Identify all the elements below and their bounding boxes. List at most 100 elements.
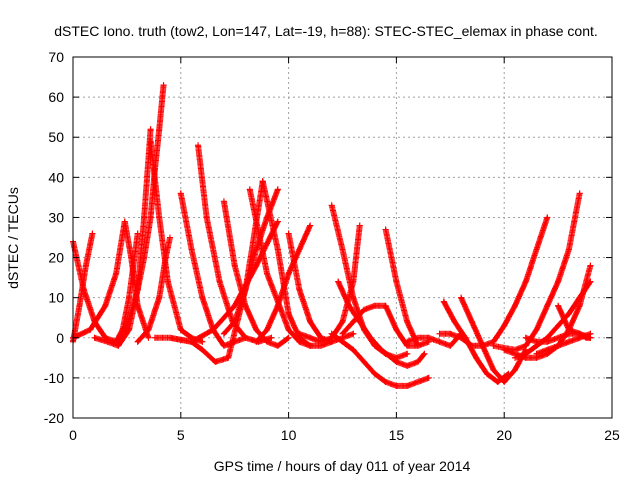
x-tick-label: 0 [69, 427, 77, 443]
data-point [145, 334, 152, 341]
data-point [274, 302, 281, 309]
data-point [339, 246, 346, 253]
data-point [285, 270, 292, 277]
data-point [378, 346, 385, 353]
data-point [421, 350, 428, 357]
data-point [501, 346, 508, 353]
data-point [533, 326, 540, 333]
data-point [473, 354, 480, 361]
series-arc-13 [220, 186, 281, 337]
data-point [76, 302, 83, 309]
data-point [145, 326, 152, 333]
data-point [339, 330, 346, 337]
data-point [555, 322, 562, 329]
x-axis-label: GPS time / hours of day 011 of year 2014 [214, 458, 471, 474]
data-point [220, 342, 227, 349]
data-point [436, 330, 443, 337]
x-tick-label: 20 [496, 427, 512, 443]
data-point [147, 214, 154, 221]
data-point [350, 294, 357, 301]
y-tick-label: 30 [48, 209, 64, 225]
data-point [393, 382, 400, 389]
y-tick-label: 70 [48, 49, 64, 65]
data-point [339, 318, 346, 325]
data-point [264, 338, 271, 345]
data-point [356, 222, 363, 229]
data-point [382, 378, 389, 385]
data-point [501, 322, 508, 329]
data-point [82, 262, 89, 269]
data-point [268, 334, 275, 341]
y-tick-label: 50 [48, 129, 64, 145]
data-point [285, 334, 292, 341]
data-point [350, 346, 357, 353]
data-point [188, 338, 195, 345]
data-point [367, 334, 374, 341]
y-tick-label: 40 [48, 169, 64, 185]
data-point [361, 306, 368, 313]
data-point [123, 322, 130, 329]
data-point [555, 342, 562, 349]
data-point [339, 338, 346, 345]
data-point [307, 342, 314, 349]
data-point [274, 186, 281, 193]
data-point [587, 262, 594, 269]
data-point [576, 294, 583, 301]
data-point [259, 178, 266, 185]
x-tick-label: 10 [281, 427, 297, 443]
data-point [555, 278, 562, 285]
data-point [188, 246, 195, 253]
data-point [225, 354, 232, 361]
data-point [220, 198, 227, 205]
data-point [404, 338, 411, 345]
data-point [156, 126, 163, 133]
data-point [479, 342, 486, 349]
data-point [522, 342, 529, 349]
data-point [576, 302, 583, 309]
series-markers [436, 214, 551, 349]
data-point [576, 190, 583, 197]
y-axis-label: dSTEC / TECUs [5, 187, 21, 289]
data-point [285, 326, 292, 333]
y-tick-label: -10 [44, 370, 64, 386]
data-point [544, 302, 551, 309]
data-point [164, 278, 171, 285]
data-point [522, 334, 529, 341]
data-point [414, 358, 421, 365]
axis-ticks: 0 5 10 15 20 25 -20 -10 0 10 20 30 40 50 60 70 [44, 49, 620, 443]
y-tick-label: 10 [48, 290, 64, 306]
data-point [307, 318, 314, 325]
data-point [345, 302, 352, 309]
data-point [177, 190, 184, 197]
data-point [462, 334, 469, 341]
data-point [533, 246, 540, 253]
data-point [296, 330, 303, 337]
data-point [425, 334, 432, 341]
data-point [91, 334, 98, 341]
y-tick-label: 20 [48, 250, 64, 266]
data-point [134, 286, 141, 293]
series-arc-21 [328, 330, 432, 389]
x-tick-label: 5 [177, 427, 185, 443]
data-point [128, 254, 135, 261]
data-point [511, 302, 518, 309]
y-tick-label: 60 [48, 89, 64, 105]
data-point [565, 338, 572, 345]
y-tick-label: -20 [44, 410, 64, 426]
series-arc-33 [555, 302, 594, 341]
data-point [436, 338, 443, 345]
series-arc-23 [382, 226, 421, 349]
data-point [162, 254, 169, 261]
data-point [335, 278, 342, 285]
data-point [565, 310, 572, 317]
chart-title: dSTEC Iono. truth (tow2, Lon=147, Lat=-1… [54, 23, 598, 39]
data-point [199, 338, 206, 345]
data-point [296, 286, 303, 293]
data-point [425, 374, 432, 381]
data-point [274, 342, 281, 349]
data-point [156, 214, 163, 221]
x-tick-label: 25 [604, 427, 620, 443]
data-point [156, 294, 163, 301]
data-point [147, 138, 154, 145]
data-point [167, 234, 174, 241]
